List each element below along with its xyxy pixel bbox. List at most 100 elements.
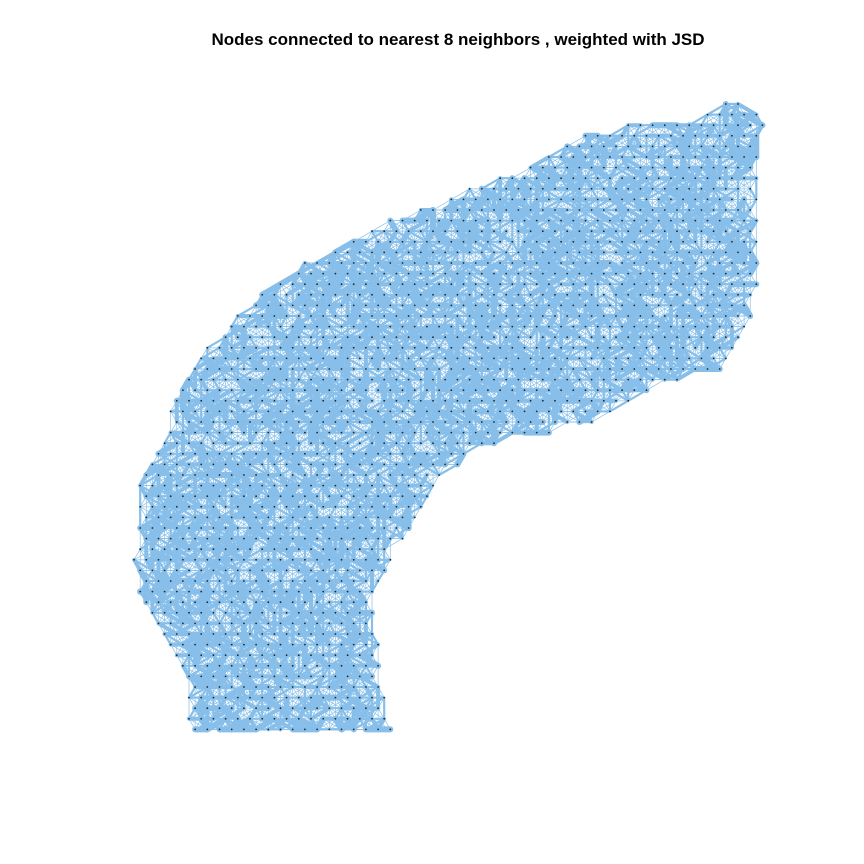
network-edge [499,187,520,201]
network-edge [718,251,740,265]
network-edge [688,199,708,211]
network-edge [590,177,612,190]
network-edge [383,262,403,274]
network-edge [533,207,558,224]
network-edge [737,177,745,190]
network-edge [493,241,513,253]
network-edge [603,241,623,253]
network-edge [509,207,534,224]
network-edge [585,209,605,221]
network-edge [426,230,446,243]
network-edge [736,261,759,276]
network-edge [469,241,477,253]
network-edge [493,262,513,274]
network-edge [414,230,434,243]
network-edge [432,199,452,211]
network-edge [609,230,629,243]
network-edge [755,113,764,127]
network-edge [493,241,501,253]
network-edge [663,134,685,148]
network-edge [511,273,531,285]
network-edge [625,175,650,192]
network-edge [657,145,679,159]
network-edge [524,209,544,221]
network-edge [351,271,374,287]
network-edge [480,283,502,296]
network-edge [633,124,654,137]
network-edge [693,186,716,202]
network-edge [614,176,637,191]
network-edge [749,209,757,221]
network-edge [377,230,397,243]
network-edge [371,262,391,274]
network-edge [603,283,623,296]
network-edge [499,273,519,285]
network-edge [527,281,552,298]
network-edge [625,281,650,298]
network-edge [578,155,599,169]
network-edge [713,220,733,232]
network-edge [603,156,611,168]
network-edge [296,261,320,276]
network-edge [694,230,714,243]
network-edge [621,146,641,158]
network-edge [566,220,586,232]
network-edge [614,155,636,169]
network-edge [717,123,740,138]
network-edge [578,198,599,212]
network-edge [359,262,379,274]
network-edge [371,220,391,232]
network-edge [676,283,696,296]
network-edge [736,218,759,234]
network-edge [480,177,502,190]
network-edge [694,252,714,264]
network-edge [353,252,373,264]
network-edge [583,144,606,159]
network-edge [474,230,496,243]
network-edge [662,261,686,276]
network-edge [664,220,684,232]
network-edge [688,283,708,296]
network-edge [533,228,558,245]
network-edge [396,220,416,232]
network-edge [296,282,320,297]
network-edge [731,188,751,200]
network-edge [707,230,727,243]
network-edge [670,124,690,137]
network-edge [524,273,544,285]
network-edge [652,135,672,147]
network-edge [396,220,403,232]
network-edge [406,218,429,234]
network-edge [705,250,728,265]
network-edge [632,208,655,223]
network-edge [548,209,568,221]
network-edge [705,229,716,244]
network-edge [663,283,685,296]
network-edge [469,262,489,274]
network-edge [730,230,752,243]
network-edges [132,101,766,733]
network-edge [462,230,483,243]
network-edge [725,135,745,147]
network-edge [688,135,708,147]
network-edge [332,238,357,256]
network-edge [652,156,672,168]
network-edge [724,155,746,169]
network-edge [347,283,367,296]
network-edge [724,219,734,233]
network-edge [341,294,361,306]
network-edge [341,273,361,285]
network-edge [652,262,672,274]
network-edge [289,291,314,309]
network-edge [633,146,653,158]
network-edge [277,270,302,288]
network-edge [730,251,752,265]
network-edge [389,230,409,243]
network-edge [725,199,745,211]
network-edge [499,209,519,221]
network-edge [481,241,501,253]
network-edge [627,199,647,211]
network-edge [725,220,745,232]
network-edge [737,156,757,168]
